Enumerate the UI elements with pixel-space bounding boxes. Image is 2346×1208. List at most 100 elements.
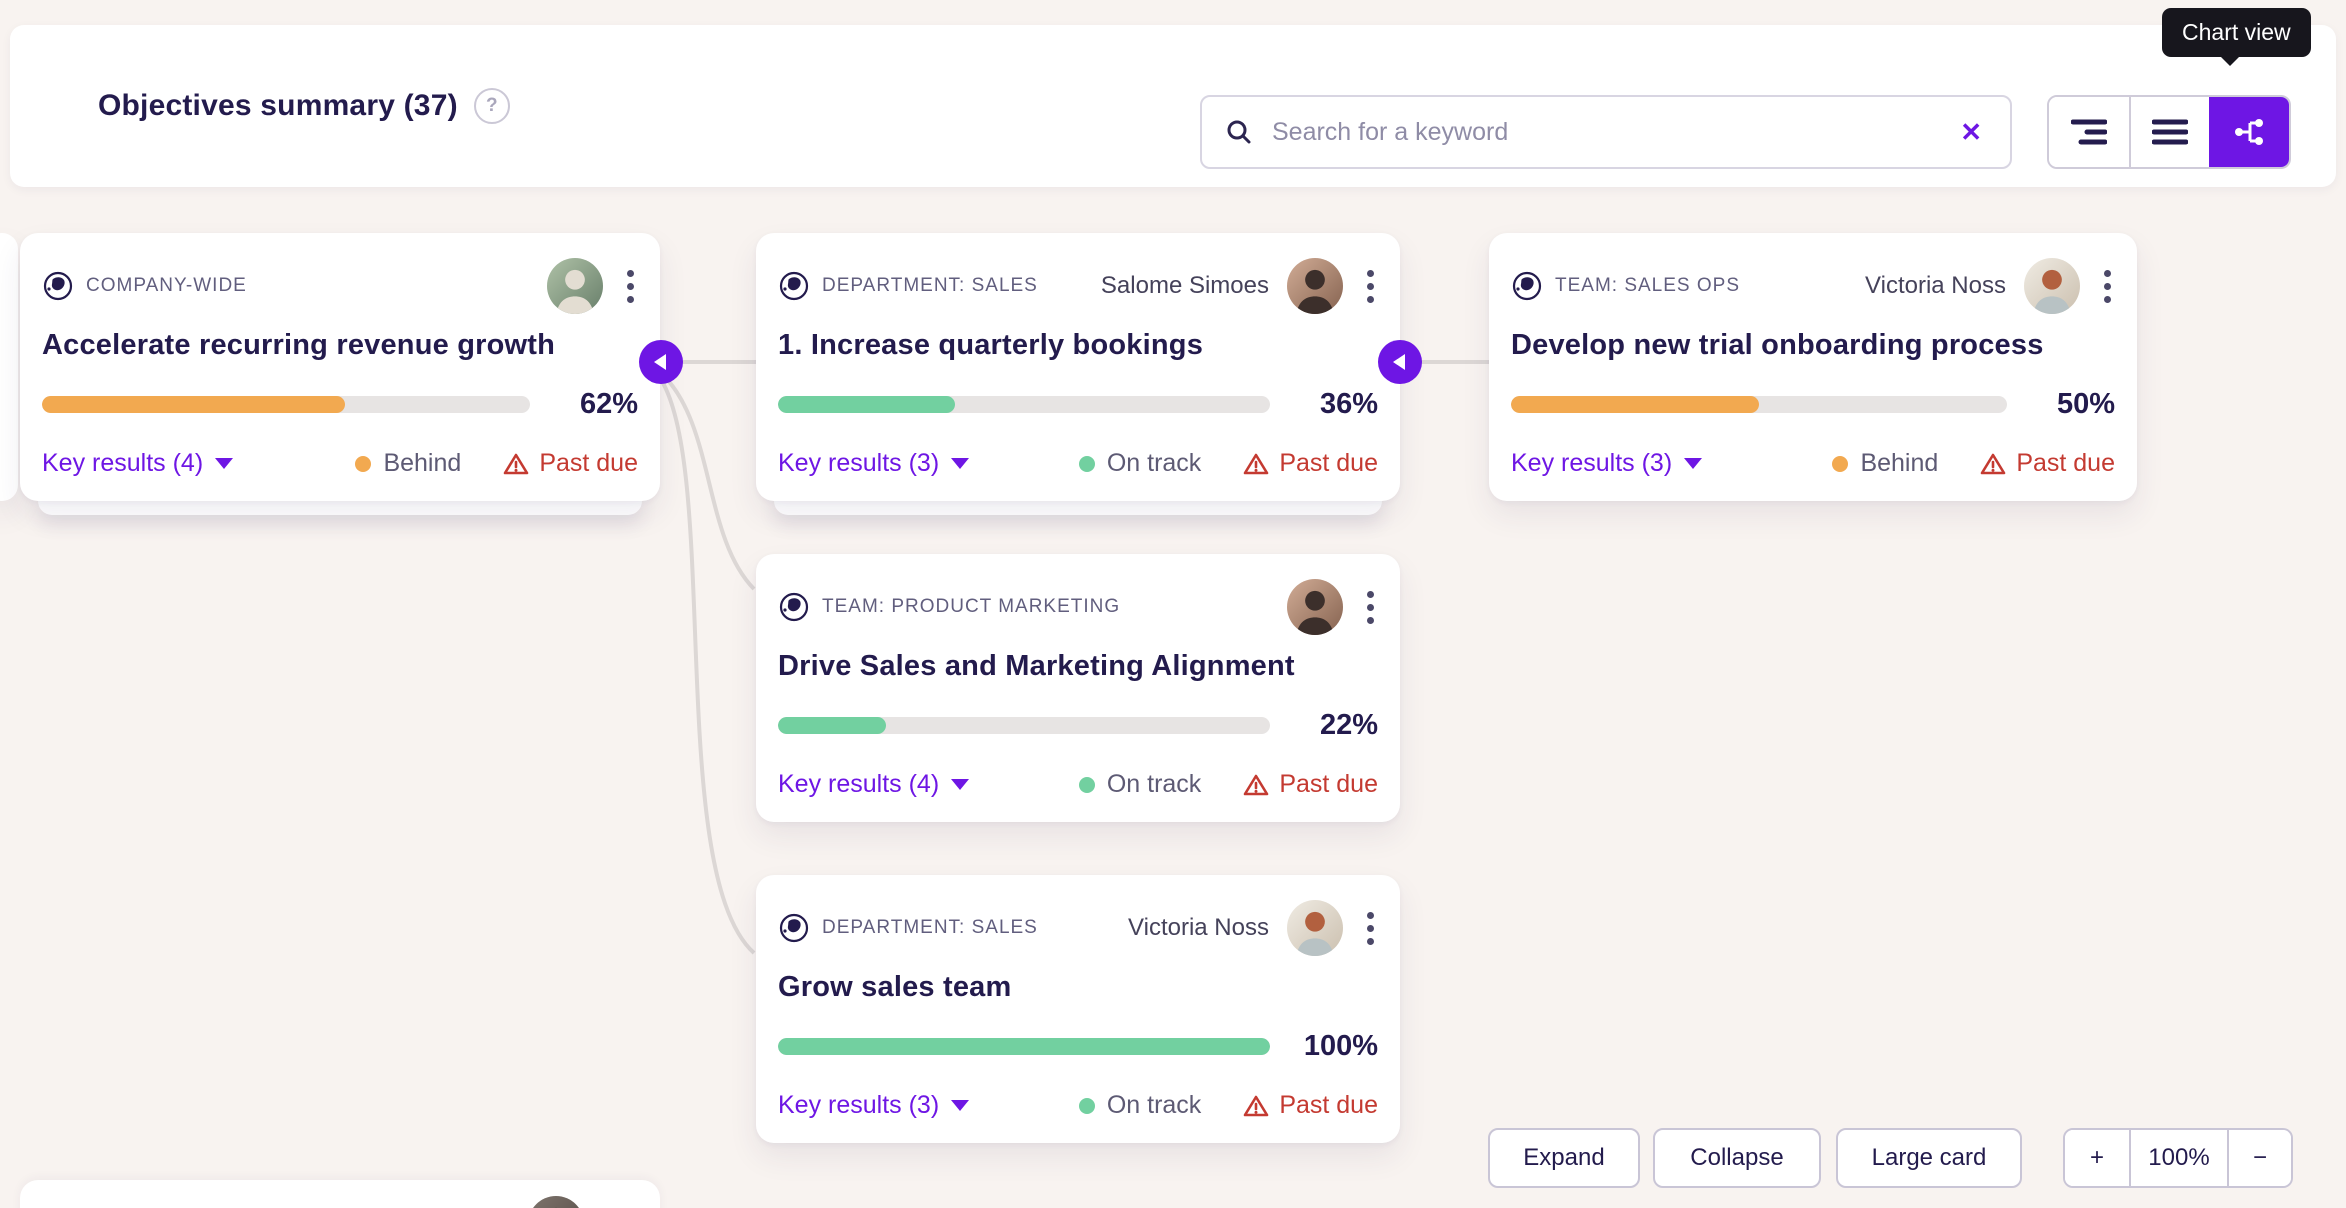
objective-card[interactable]: COMPANY-WIDE Accelerate recurring revenu… [20,233,660,501]
chart-view-icon [2235,119,2263,145]
progress-bar [778,717,1270,734]
search-bar[interactable]: ✕ [1200,95,2012,169]
status-badge: On track [1078,449,1202,478]
kebab-menu-button[interactable] [2100,266,2115,307]
collapse-button[interactable]: Collapse [1653,1128,1821,1188]
key-results-label: Key results (3) [778,449,940,477]
status-label: Behind [1860,449,1939,477]
status-dot [1832,455,1849,472]
objective-title[interactable]: Accelerate recurring revenue growth [42,329,556,361]
key-results-toggle[interactable]: Key results (3) [1511,449,1832,478]
summary-view-button[interactable] [2049,97,2129,167]
large-card-button[interactable]: Large card [1836,1128,2022,1188]
summary-view-icon [2071,119,2107,145]
progress-bar-fill [778,396,956,413]
status-dot [1078,1097,1095,1114]
list-view-button[interactable] [2129,97,2209,167]
progress-percent: 50% [2056,388,2115,420]
status-badge: On track [1078,1091,1202,1120]
chevron-down-icon [951,1100,970,1111]
avatar[interactable] [1287,579,1343,635]
chevron-down-icon [951,779,970,790]
past-due-badge: Past due [503,449,638,478]
warning-icon [1244,774,1269,795]
status-label: On track [1106,449,1202,477]
objective-scope-label: DEPARTMENT: SALES [822,917,1038,938]
key-results-label: Key results (3) [1511,449,1673,477]
collapse-branch-button[interactable] [639,340,683,384]
avatar[interactable] [1287,900,1343,956]
avatar[interactable] [2024,258,2080,314]
objective-card[interactable]: DEPARTMENT: SALES Victoria Noss Grow sal… [756,875,1400,1143]
warning-icon [1244,453,1269,474]
objective-title[interactable]: Develop new trial onboarding process [1511,329,2044,361]
globe-icon [779,592,809,622]
globe-icon [779,271,809,301]
objective-card-partial[interactable] [20,1180,660,1208]
help-icon[interactable]: ? [473,88,510,124]
objective-scope-label: DEPARTMENT: SALES [822,275,1038,296]
status-badge: On track [1078,770,1202,799]
key-results-toggle[interactable]: Key results (3) [778,449,1079,478]
chevron-down-icon [951,458,970,469]
search-clear-icon[interactable]: ✕ [1960,116,1982,147]
objective-title[interactable]: 1. Increase quarterly bookings [778,329,1204,361]
past-due-badge: Past due [1243,449,1378,478]
past-due-label: Past due [539,449,638,477]
chevron-left-icon [1392,354,1405,370]
key-results-label: Key results (4) [42,449,204,477]
key-results-toggle[interactable]: Key results (4) [42,449,355,478]
objective-card[interactable]: DEPARTMENT: SALES Salome Simoes 1. Incre… [756,233,1400,501]
status-label: On track [1106,770,1202,798]
progress-bar [42,396,530,413]
chart-view-button[interactable] [2209,97,2289,167]
avatar[interactable] [547,258,603,314]
offscreen-card-edge [0,233,18,501]
status-dot [1078,455,1095,472]
warning-icon [504,453,529,474]
objective-title[interactable]: Drive Sales and Marketing Alignment [778,650,1295,682]
objective-scope-label: TEAM: SALES OPS [1555,275,1740,296]
zoom-control: + 100% − [2063,1128,2293,1188]
zoom-out-button[interactable]: − [2227,1130,2291,1186]
warning-icon [1981,453,2006,474]
avatar [528,1196,584,1208]
kebab-menu-button[interactable] [623,266,638,307]
avatar[interactable] [1287,258,1343,314]
progress-bar [778,396,1270,413]
zoom-in-button[interactable]: + [2065,1130,2129,1186]
chart-view-tooltip: Chart view [2162,8,2311,66]
view-toggle-group [2047,95,2291,169]
kebab-menu-button[interactable] [1363,587,1378,628]
warning-icon [1244,1095,1269,1116]
globe-icon [779,913,809,943]
progress-percent: 22% [1319,709,1378,741]
objective-card[interactable]: TEAM: PRODUCT MARKETING Drive Sales and … [756,554,1400,822]
globe-icon [1512,271,1542,301]
past-due-badge: Past due [1243,770,1378,799]
key-results-toggle[interactable]: Key results (4) [778,770,1079,799]
past-due-label: Past due [2016,449,2115,477]
status-dot [1078,776,1095,793]
chevron-down-icon [1684,458,1703,469]
kebab-menu-button[interactable] [1363,908,1378,949]
progress-percent: 62% [579,388,638,420]
collapse-branch-button[interactable] [1378,340,1422,384]
chevron-down-icon [215,458,234,469]
expand-button[interactable]: Expand [1488,1128,1640,1188]
search-input[interactable] [1270,116,1957,148]
list-view-icon [2152,119,2188,145]
key-results-toggle[interactable]: Key results (3) [778,1091,1079,1120]
page-title: Objectives summary (37) [98,89,458,122]
objective-owner-name: Victoria Noss [1128,914,1269,941]
globe-icon [43,271,73,301]
kebab-menu-button[interactable] [1363,266,1378,307]
objective-title[interactable]: Grow sales team [778,971,1012,1003]
progress-bar-fill [1511,396,1759,413]
objective-card[interactable]: TEAM: SALES OPS Victoria Noss Develop ne… [1489,233,2137,501]
progress-bar [778,1038,1270,1055]
status-label: On track [1106,1091,1202,1119]
search-icon [1227,120,1251,144]
chevron-left-icon [653,354,666,370]
